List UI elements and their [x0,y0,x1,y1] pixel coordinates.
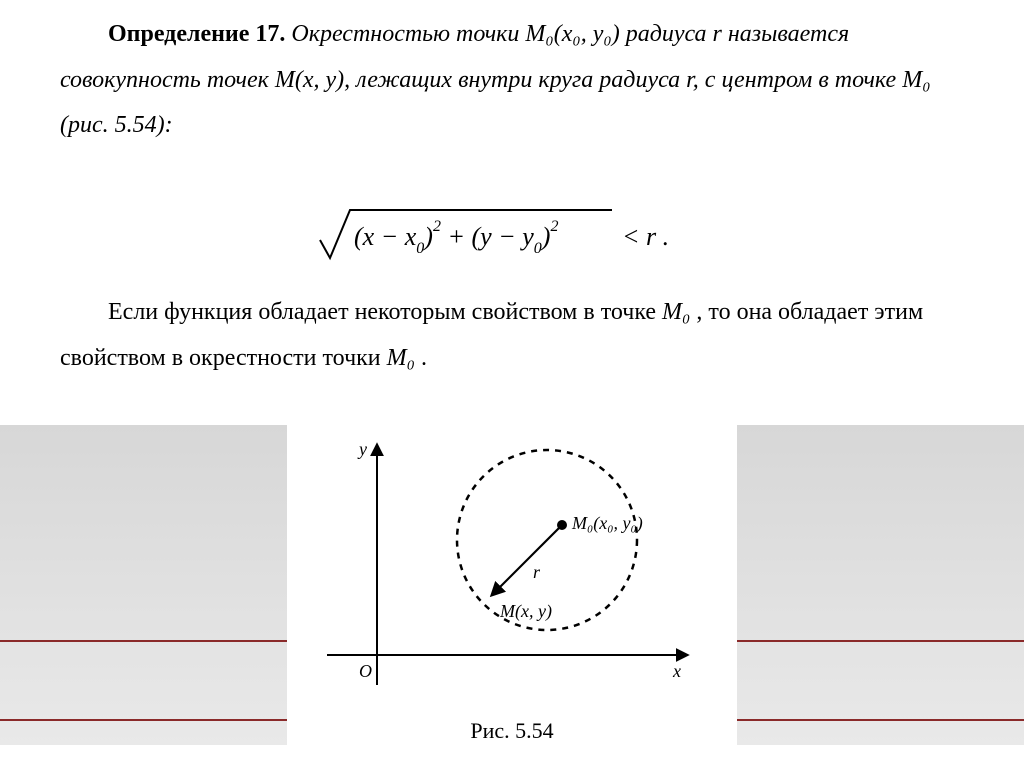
definition-text-1: Окрестностью точки [291,21,525,47]
definition-text-3: (рис. 5.54): [60,112,173,138]
after-paragraph: Если функция обладает некоторым свойство… [60,290,964,381]
label-m0: M₀(x₀, y₀) [571,513,643,534]
center-point [557,520,567,530]
figure-caption: Рис. 5.54 [287,718,737,744]
formula: (x − x0)2 + (y − y0)2 < r . [0,190,1024,270]
after-text-3: . [421,345,427,371]
after-text-1: Если функция обладает некоторым свойство… [108,299,662,325]
radius-line [492,525,562,595]
figure-svg: Ox y r M₀(x₀, y₀) M(x, y) [287,425,737,715]
page: Определение 17. Окрестностью точки M₀(x₀… [0,0,1024,767]
after-m0a: M₀ [662,299,690,325]
label-origin: O [359,661,372,681]
formula-svg: (x − x0)2 + (y − y0)2 < r . [312,190,712,270]
figure-panel: Ox y r M₀(x₀, y₀) M(x, y) Рис. 5.54 [287,425,737,750]
definition-m0: M₀ [902,67,930,93]
formula-text: (x − x0)2 + (y − y0)2 [354,218,558,257]
definition-label: Определение 17. [108,21,285,47]
label-y: y [357,439,367,459]
formula-rhs: < r . [622,222,669,251]
definition-paragraph: Определение 17. Окрестностью точки M₀(x₀… [60,12,964,149]
definition-m0xy: M₀(x₀, y₀) [525,21,619,47]
label-r: r [533,562,541,582]
label-m: M(x, y) [499,601,552,622]
after-m0b: M₀ [387,345,415,371]
label-x: x [672,661,681,681]
